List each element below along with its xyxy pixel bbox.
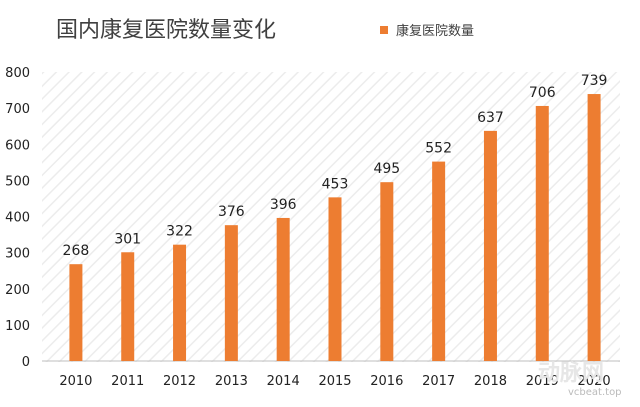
y-tick-label: 400: [5, 211, 30, 226]
bar-2015: [328, 197, 342, 361]
data-label-2017: 552: [425, 141, 452, 157]
data-label-2020: 739: [581, 73, 608, 89]
bar-2010: [69, 264, 83, 361]
x-tick-label-2015: 2015: [318, 374, 351, 389]
data-label-2013: 376: [218, 204, 245, 220]
data-labels-group: 268 301 322 376 396 453 495 552 637 706 739: [63, 73, 608, 259]
bars-group: [69, 94, 601, 362]
y-tick-label: 300: [5, 247, 30, 262]
x-tick-label-2016: 2016: [370, 374, 403, 389]
data-label-2016: 495: [373, 161, 400, 177]
data-label-2014: 396: [270, 197, 297, 213]
legend-swatch: [380, 26, 388, 34]
legend-label: 康复医院数量: [396, 23, 474, 39]
bar-2014: [276, 217, 290, 361]
y-tick-label: 200: [5, 283, 30, 298]
watermark-logo-text: 动脉网: [538, 361, 604, 386]
x-tick-label-2017: 2017: [422, 374, 455, 389]
x-tick-label-2018: 2018: [474, 374, 507, 389]
bar-2016: [380, 182, 394, 361]
bar-2011: [121, 252, 135, 361]
y-tick-label: 800: [5, 66, 30, 81]
y-tick-label: 500: [5, 174, 30, 189]
x-tick-label-2012: 2012: [163, 374, 196, 389]
x-tick-label-2019: 2019: [526, 374, 559, 389]
bar-2019: [535, 105, 549, 362]
y-tick-label: 600: [5, 138, 30, 153]
x-axis: 2010 2011 2012 2013 2014 2015 2016 2017 2018 2019…: [59, 374, 610, 389]
data-label-2011: 301: [114, 231, 141, 247]
watermark-url: vcbeat.top: [568, 387, 622, 398]
watermark: 动脉网 vcbeat.top: [538, 361, 622, 398]
bar-2018: [483, 130, 497, 361]
data-label-2012: 322: [166, 224, 193, 240]
y-tick-label: 0: [22, 355, 30, 370]
bar-2012: [173, 244, 187, 361]
bar-2017: [432, 161, 446, 361]
x-tick-label-2014: 2014: [267, 374, 300, 389]
x-tick-label-2010: 2010: [59, 374, 92, 389]
x-tick-label-2013: 2013: [215, 374, 248, 389]
y-tick-label: 700: [5, 102, 30, 117]
x-tick-label-2011: 2011: [111, 374, 144, 389]
bar-2013: [224, 225, 238, 361]
y-tick-label: 100: [5, 319, 30, 334]
data-label-2018: 637: [477, 110, 504, 126]
x-tick-label-2020: 2020: [578, 374, 611, 389]
bar-2020: [587, 94, 601, 361]
data-label-2019: 706: [529, 85, 556, 101]
chart-title: 国内康复医院数量变化: [56, 18, 276, 43]
y-axis: 0 100 200 300 400 500 600 700 800: [5, 66, 30, 370]
data-label-2015: 453: [322, 176, 349, 192]
data-label-2010: 268: [63, 243, 90, 259]
